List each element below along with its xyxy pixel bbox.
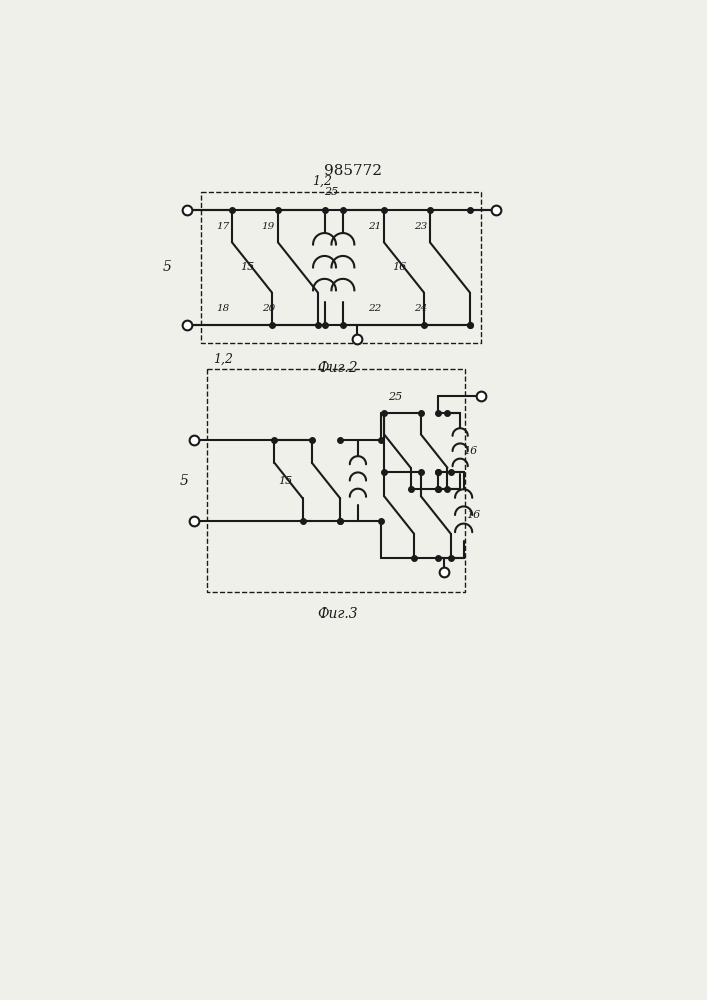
Text: 985772: 985772 (325, 164, 382, 178)
Text: 21: 21 (368, 222, 381, 231)
Text: 25: 25 (387, 392, 402, 402)
Text: 15: 15 (278, 476, 292, 486)
Text: 5: 5 (180, 474, 189, 488)
Text: 25: 25 (325, 187, 339, 197)
Text: 16: 16 (463, 446, 477, 456)
Text: 1,2: 1,2 (213, 353, 233, 366)
Text: Фиг.2: Фиг.2 (317, 361, 358, 375)
Text: 23: 23 (414, 222, 427, 231)
Text: 16: 16 (392, 262, 407, 272)
Text: 19: 19 (262, 222, 275, 231)
Text: 5: 5 (163, 260, 172, 274)
Text: 22: 22 (368, 304, 381, 313)
Text: Фиг.3: Фиг.3 (317, 607, 358, 621)
Text: 24: 24 (414, 304, 427, 313)
Text: 15: 15 (240, 262, 255, 272)
Text: 1,2: 1,2 (312, 175, 332, 188)
Text: 18: 18 (216, 304, 229, 313)
Text: 20: 20 (262, 304, 275, 313)
Text: 16: 16 (467, 510, 481, 520)
Text: 17: 17 (216, 222, 229, 231)
